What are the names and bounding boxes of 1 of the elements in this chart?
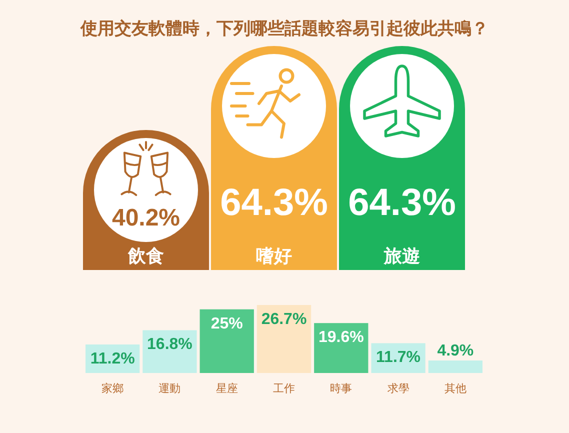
title: 使用交友軟體時，下列哪些話題較容易引起彼此共鳴？ — [80, 19, 488, 38]
